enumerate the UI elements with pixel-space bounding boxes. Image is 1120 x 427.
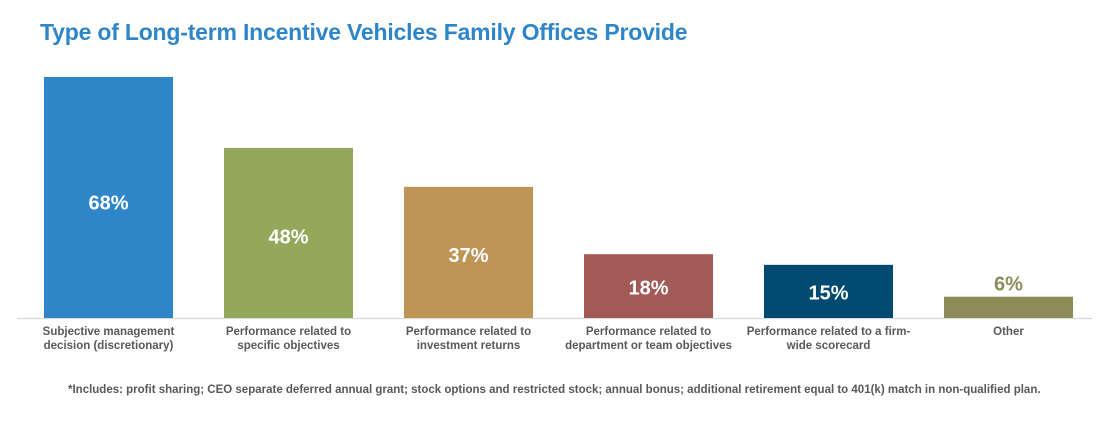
bar <box>44 77 173 318</box>
category-label: Subjective management decision (discretio… <box>43 326 175 352</box>
bar <box>764 264 893 318</box>
data-label: 68% <box>88 192 128 214</box>
data-label: 48% <box>268 226 308 248</box>
category-label: Other <box>993 326 1024 338</box>
chart-title: Type of Long-term Incentive Vehicles Fam… <box>40 19 688 45</box>
category-label: Performance related to investment returns <box>406 326 531 352</box>
data-label: 6% <box>994 274 1023 296</box>
bar <box>224 147 353 318</box>
data-label: 15% <box>808 282 848 304</box>
data-label: 18% <box>628 277 668 299</box>
category-label: Performance related to a firm-wide score… <box>747 326 911 352</box>
footnote: *Includes: profit sharing; CEO separate … <box>68 384 1041 396</box>
category-label: Performance related to specific objective… <box>226 326 351 352</box>
bar <box>944 296 1073 318</box>
bar <box>404 186 533 318</box>
data-label: 37% <box>448 245 488 267</box>
category-label: Performance related to department or team… <box>565 326 732 352</box>
bar <box>584 254 713 318</box>
